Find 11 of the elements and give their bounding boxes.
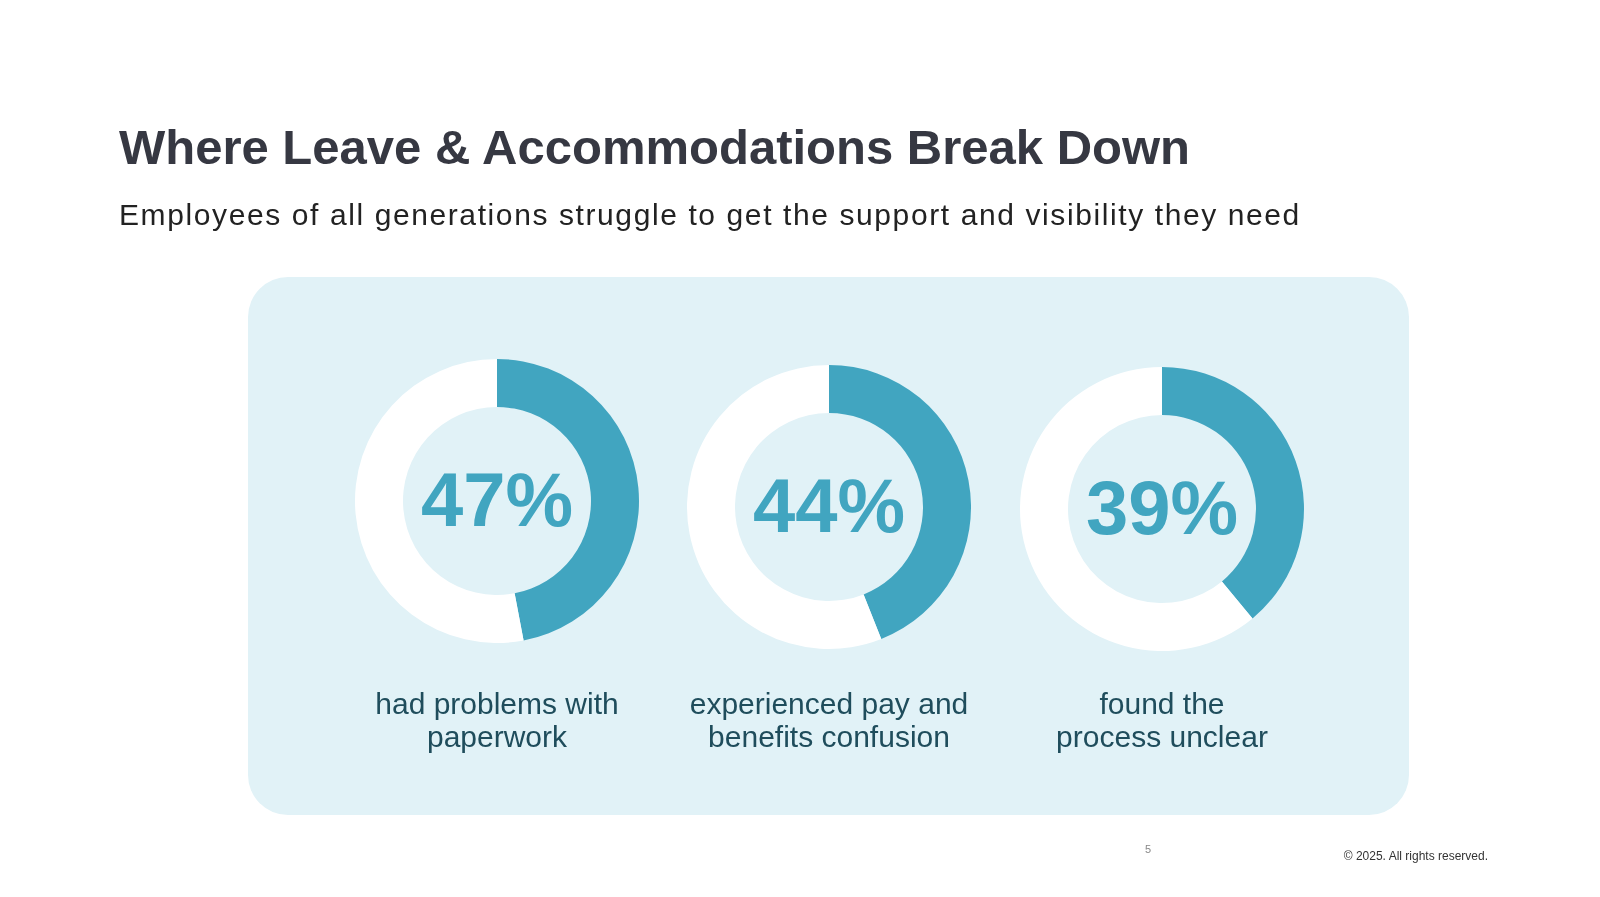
text: 44% — [751, 462, 907, 550]
chart-title: Where Leave & Accommodations Break Down — [119, 119, 1191, 175]
donut-slice — [1020, 367, 1253, 651]
text: had problems with paperwork — [374, 687, 620, 753]
text: Employees of all generations struggle to get the support and visibility they need — [119, 198, 1301, 232]
text: © 2025. All rights reserved. — [1343, 849, 1488, 863]
text: 39% — [1084, 464, 1240, 552]
text: experienced pay and benefits confusion — [688, 687, 970, 753]
text: found the process unclear — [1055, 687, 1269, 753]
text: 47% — [419, 456, 575, 544]
text: 5 — [1145, 843, 1152, 855]
